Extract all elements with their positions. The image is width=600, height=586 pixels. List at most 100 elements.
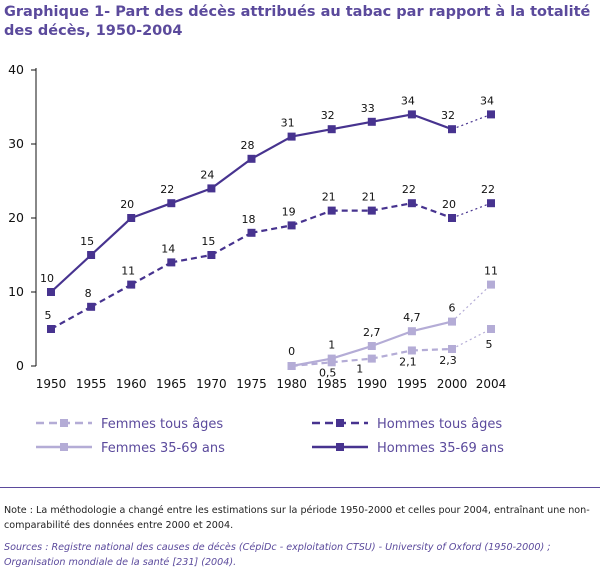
data-label: 15 xyxy=(201,235,215,248)
data-label: 22 xyxy=(402,183,416,196)
series-segment xyxy=(451,202,492,219)
data-label: 20 xyxy=(120,198,134,211)
y-tick-label: 10 xyxy=(8,284,24,299)
data-point xyxy=(87,251,96,259)
data-point xyxy=(327,125,336,134)
data-label: 8 xyxy=(85,287,92,300)
data-label: 1 xyxy=(328,339,335,352)
data-label: 4,7 xyxy=(403,311,421,324)
legend-marker xyxy=(60,419,68,427)
data-point xyxy=(407,346,416,355)
x-tick-label: 1985 xyxy=(316,377,347,391)
data-point xyxy=(127,280,136,289)
x-tick-label: 1995 xyxy=(397,377,428,391)
data-label: 21 xyxy=(362,191,376,204)
x-tick-label: 1960 xyxy=(116,377,147,391)
series-segment xyxy=(171,253,212,264)
y-tick-label: 30 xyxy=(8,136,24,151)
data-point xyxy=(407,110,416,119)
legend-marker xyxy=(60,443,68,451)
data-point xyxy=(167,258,176,267)
legend-marker xyxy=(336,443,344,451)
data-label: 22 xyxy=(160,183,174,196)
legend-label: Femmes 35-69 ans xyxy=(101,441,225,456)
data-label: 28 xyxy=(241,139,255,152)
data-point xyxy=(448,214,456,222)
data-label: 32 xyxy=(321,109,335,122)
data-label: 5 xyxy=(486,338,493,351)
data-point xyxy=(448,125,456,134)
data-point xyxy=(47,325,55,333)
series-segment xyxy=(451,284,492,323)
data-label: 32 xyxy=(441,109,455,122)
data-point xyxy=(247,154,256,163)
x-tick-label: 1980 xyxy=(276,377,307,391)
series-segment xyxy=(331,357,372,364)
series-segment xyxy=(451,113,492,130)
series-segment xyxy=(371,349,413,360)
data-label: 1 xyxy=(356,363,363,376)
y-tick-label: 0 xyxy=(16,358,24,373)
series-segment xyxy=(90,283,132,308)
data-label: 11 xyxy=(484,265,498,278)
chart-title: Graphique 1- Part des décès attribués au… xyxy=(4,4,591,39)
y-tick-label: 20 xyxy=(8,210,24,225)
series-segment xyxy=(451,328,492,350)
series-segment xyxy=(291,357,332,368)
legend-label: Hommes tous âges xyxy=(377,417,502,432)
series-segment xyxy=(210,157,253,190)
data-point xyxy=(287,221,296,230)
series-segment xyxy=(371,330,413,348)
data-point xyxy=(247,228,256,237)
data-point xyxy=(487,110,495,119)
data-label: 24 xyxy=(200,168,214,181)
data-point xyxy=(207,251,216,259)
data-label: 2,7 xyxy=(363,326,381,339)
data-point xyxy=(448,344,456,353)
series-segment xyxy=(291,361,332,368)
legend: Femmes tous âges Hommes tous âges Femmes 3… xyxy=(36,417,504,456)
x-tick-label: 1955 xyxy=(76,377,107,391)
series-segment xyxy=(291,209,333,227)
series-segment xyxy=(411,202,453,220)
data-label: 10 xyxy=(40,272,54,285)
data-point xyxy=(487,325,495,333)
series-segment xyxy=(371,113,413,123)
data-point xyxy=(487,280,495,289)
series-segment xyxy=(371,202,413,212)
legend-marker xyxy=(336,419,344,427)
series-lines xyxy=(47,110,495,370)
series-segment xyxy=(50,254,92,293)
data-label: 2,1 xyxy=(399,355,417,368)
data-point xyxy=(207,184,216,193)
data-point xyxy=(287,132,296,141)
x-tick-label: 1965 xyxy=(156,377,187,391)
data-label: 0 xyxy=(288,345,295,358)
x-tick-label: 1950 xyxy=(36,377,67,391)
series-segment xyxy=(250,135,293,160)
data-point xyxy=(367,354,376,363)
data-point xyxy=(327,206,336,215)
legend-label: Hommes 35-69 ans xyxy=(377,441,504,456)
series-segment xyxy=(411,113,453,131)
data-label: 14 xyxy=(161,242,175,255)
series-segment xyxy=(331,344,373,360)
data-label: 11 xyxy=(121,265,135,278)
data-point xyxy=(407,327,416,336)
series-segment xyxy=(50,305,92,330)
data-label: 6 xyxy=(449,302,456,315)
data-label: 34 xyxy=(480,94,494,107)
data-point xyxy=(87,302,96,311)
series-segment xyxy=(411,347,453,352)
series-segment xyxy=(411,320,453,333)
series-segment xyxy=(291,128,332,138)
data-label: 0,5 xyxy=(319,366,337,379)
data-label: 21 xyxy=(322,191,336,204)
series-segment xyxy=(90,217,132,256)
data-label: 15 xyxy=(80,235,94,248)
x-tick-label: 1990 xyxy=(357,377,388,391)
x-tick-label: 1970 xyxy=(196,377,227,391)
data-label: 31 xyxy=(281,117,295,130)
